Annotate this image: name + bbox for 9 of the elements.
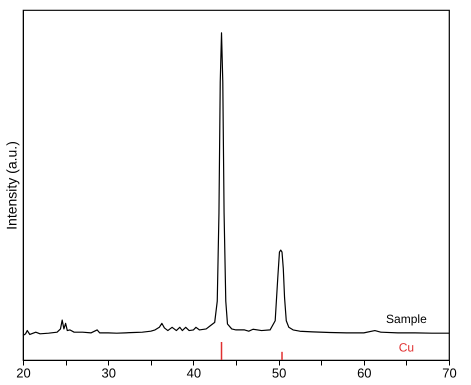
x-tick-label: 50 (272, 366, 286, 380)
y-axis-title: Intensity (a.u.) (4, 141, 20, 230)
x-tick-label: 70 (442, 366, 457, 380)
x-tick-label: 20 (16, 366, 31, 380)
series-label: Sample (386, 312, 428, 326)
x-tick-label: 40 (186, 366, 202, 380)
x-tick-label: 30 (101, 366, 116, 380)
text: Cu (398, 340, 414, 354)
x-tick-label: 60 (357, 366, 372, 380)
